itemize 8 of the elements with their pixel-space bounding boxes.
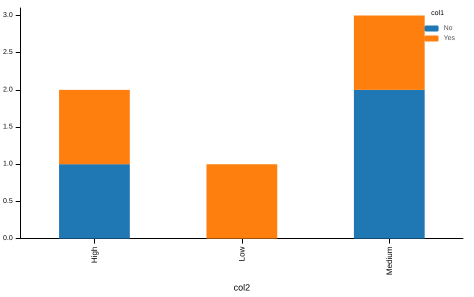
bar — [354, 90, 425, 239]
bar — [59, 90, 130, 164]
x-tick-label: High — [90, 246, 99, 264]
bar — [59, 164, 130, 239]
x-axis-title: col2 — [234, 282, 250, 292]
x-tick-label: Medium — [384, 246, 394, 276]
bar — [206, 164, 278, 239]
x-tick-label: Low — [237, 246, 246, 262]
